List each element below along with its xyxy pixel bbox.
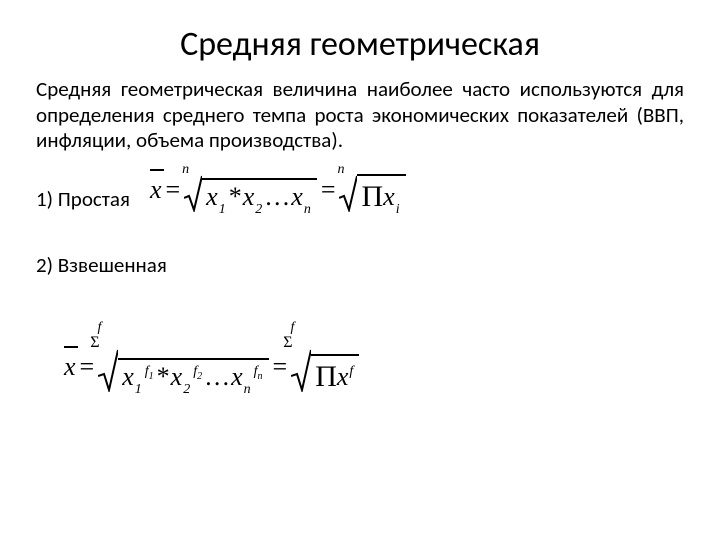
item-simple: 1) Простая x = n x1 * x2 … xn = n	[36, 168, 684, 228]
eq3: =	[80, 352, 95, 382]
wx2-sup: f2	[193, 364, 202, 380]
x1-sub: 1	[219, 202, 226, 218]
Sigma2: Σ	[283, 334, 292, 351]
root2-index: n	[337, 162, 344, 178]
wx1-sup: f1	[145, 364, 154, 380]
formula-simple: x = n x1 * x2 … xn = n П xi	[150, 168, 408, 212]
root3-index: Σf	[90, 332, 103, 350]
root1-radicand: x1 * x2 … xn	[202, 178, 317, 212]
radical-icon	[184, 174, 202, 212]
x2-sub: 2	[255, 202, 262, 218]
root3: Σf x1f1 * x2f2 … xnfn	[98, 342, 268, 392]
wxn: x	[231, 362, 243, 392]
Pi1: П	[361, 180, 383, 214]
radical-icon	[339, 174, 357, 212]
star1: *	[229, 182, 242, 212]
wxn-sub: n	[244, 382, 251, 398]
xi: x	[383, 182, 395, 212]
x1: x	[206, 182, 218, 212]
root4: Σf П xf	[291, 342, 359, 392]
wxn-sup: fn	[254, 364, 263, 380]
eq2: =	[321, 175, 336, 205]
xn: x	[291, 182, 303, 212]
slide-title: Средняя геометрическая	[36, 24, 684, 65]
wx1-sub: 1	[135, 382, 142, 398]
wx1: x	[122, 362, 134, 392]
xf-sup: f	[349, 364, 353, 380]
xf: x	[337, 362, 349, 392]
item-weighted: 2) Взвешенная	[36, 252, 684, 312]
root2-radicand: П xi	[357, 174, 405, 212]
Pi2: П	[315, 360, 337, 394]
xn-sub: n	[304, 202, 311, 218]
intro-paragraph: Средняя геометрическая величина наиболее…	[36, 77, 684, 154]
x2: x	[243, 182, 255, 212]
wx2-sub: 2	[183, 382, 190, 398]
dots2: …	[204, 362, 231, 392]
root4-radicand: П xf	[311, 354, 359, 392]
dots1: …	[264, 182, 291, 212]
sigmaf1: f	[98, 320, 102, 335]
radical-icon	[291, 348, 311, 392]
root4-index: Σf	[283, 332, 296, 350]
root1: n x1 * x2 … xn	[184, 168, 317, 212]
item-simple-label: 1) Простая	[36, 168, 130, 212]
root2: n П xi	[339, 168, 405, 212]
sigmaf2: f	[291, 320, 295, 335]
wx2: x	[171, 362, 183, 392]
xbar2: x	[64, 352, 76, 382]
root1-index: n	[182, 162, 189, 178]
Sigma1: Σ	[90, 334, 99, 351]
item-weighted-label: 2) Взвешенная	[36, 252, 167, 278]
star2: *	[157, 362, 170, 392]
xi-sub: i	[396, 202, 400, 218]
radical-icon	[98, 348, 118, 392]
eq4: =	[273, 352, 288, 382]
formula-weighted: x = Σf x1f1 * x2f2 … xnfn = Σf П xf	[64, 342, 684, 392]
xbar: x	[150, 175, 162, 205]
root3-radicand: x1f1 * x2f2 … xnfn	[118, 358, 268, 392]
eq1: =	[166, 175, 181, 205]
